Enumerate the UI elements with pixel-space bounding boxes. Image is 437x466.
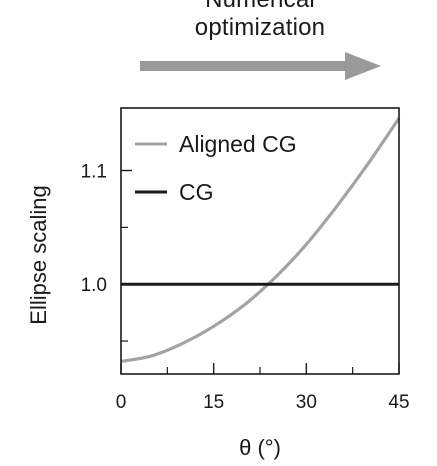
x-axis-title: θ (°) bbox=[239, 435, 281, 460]
x-tick-label: 45 bbox=[388, 392, 409, 413]
x-tick-label: 15 bbox=[203, 392, 224, 413]
optimization-arrow-icon bbox=[140, 52, 381, 80]
y-axis-title: Ellipse scaling bbox=[26, 185, 51, 324]
y-tick-label: 1.0 bbox=[81, 275, 107, 296]
series-line-aligned-cg bbox=[120, 117, 401, 364]
legend-label: CG bbox=[179, 179, 214, 205]
legend-label: Aligned CG bbox=[179, 131, 297, 157]
x-tick-label: 0 bbox=[116, 392, 127, 413]
header-line-2: optimization bbox=[194, 14, 326, 41]
y-tick-label: 1.1 bbox=[81, 162, 107, 183]
plot-area: 0 15 30 45 1.0 1.1 Aligned CG CG bbox=[81, 107, 410, 413]
header-line-1: Numerical bbox=[0, 0, 437, 14]
x-tick-label: 30 bbox=[296, 392, 317, 413]
